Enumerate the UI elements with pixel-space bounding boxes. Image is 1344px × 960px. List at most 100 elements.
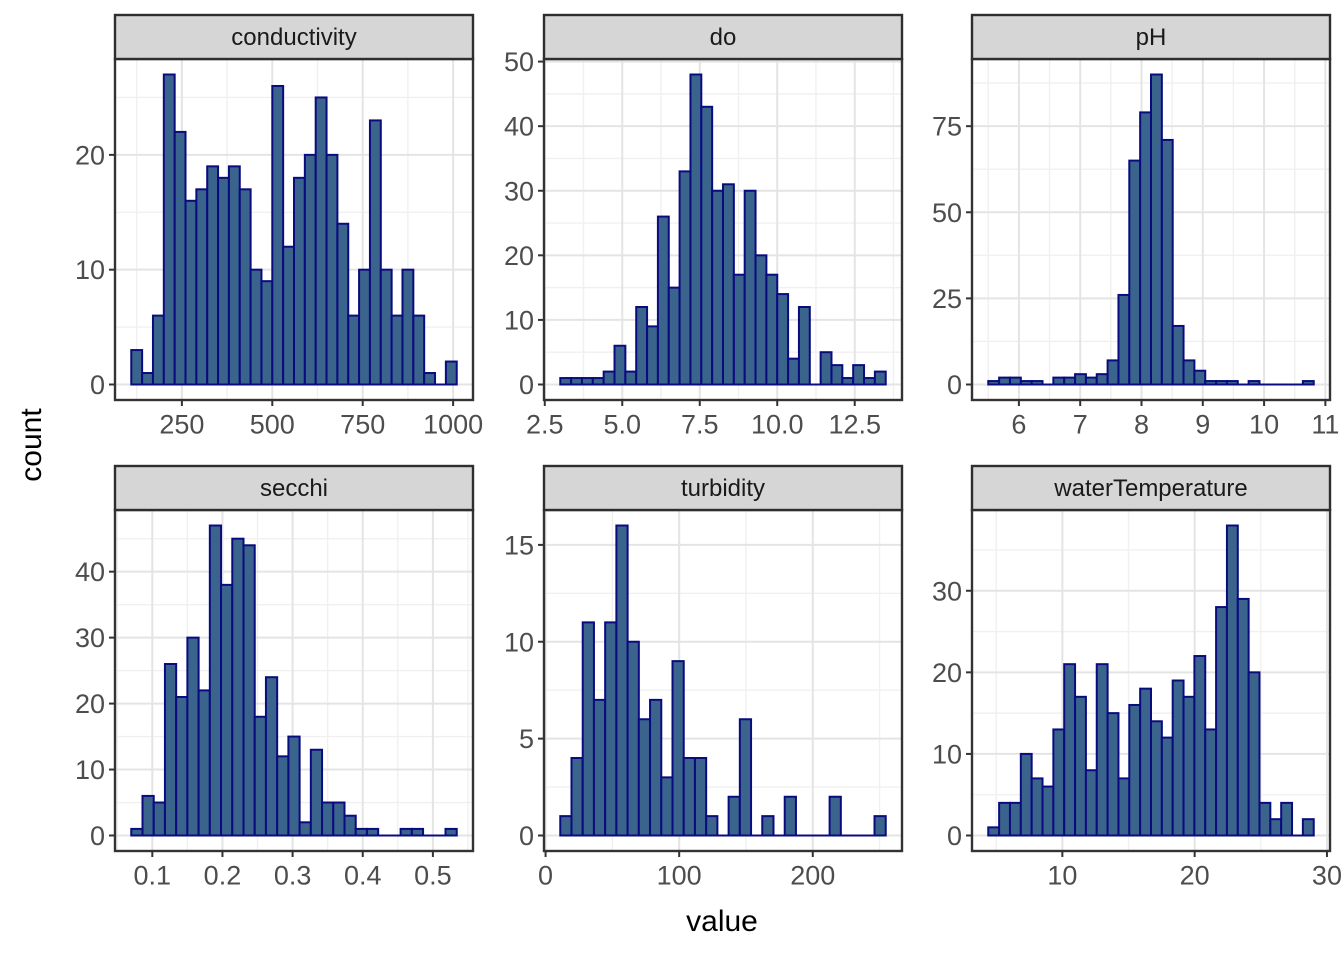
y-tick-label: 75	[932, 112, 962, 142]
histogram-bar	[765, 273, 779, 386]
histogram-bar	[738, 718, 753, 837]
histogram-bar	[1106, 712, 1120, 837]
histogram-bar	[1106, 359, 1120, 386]
histogram-bar	[1041, 785, 1055, 837]
histogram-bar	[671, 660, 685, 837]
y-tick-label: 10	[932, 739, 962, 769]
histogram-bar	[444, 360, 458, 386]
histogram-bar	[242, 544, 256, 837]
histogram-bar	[615, 524, 629, 837]
histogram-bar	[1171, 324, 1185, 386]
histogram-bar	[1225, 524, 1239, 837]
x-tick-label: 10	[1047, 861, 1077, 891]
x-tick-label: 12.5	[828, 410, 881, 440]
histogram-bar	[271, 84, 285, 386]
histogram-bar	[678, 170, 692, 386]
histogram-bar	[693, 757, 708, 837]
histogram-bar	[1160, 736, 1174, 837]
x-tick-label: 0.2	[204, 861, 242, 891]
y-tick-label: 10	[75, 755, 105, 785]
histogram-bar	[1258, 801, 1272, 837]
histogram-bar	[206, 165, 220, 386]
x-tick-label: 10	[1249, 410, 1279, 440]
histogram-bar	[1052, 728, 1066, 837]
x-tick-label: 7	[1073, 410, 1088, 440]
histogram-bar	[231, 537, 245, 837]
histogram-bar	[1150, 73, 1163, 386]
facet-strip	[970, 13, 1332, 61]
histogram-bar	[626, 640, 640, 837]
x-tick-label: 0.3	[274, 861, 312, 891]
histogram-bar	[1095, 373, 1109, 386]
histogram-bar	[705, 815, 719, 837]
histogram-bar	[776, 293, 790, 386]
histogram-bar	[141, 372, 154, 386]
histogram-bar	[1030, 777, 1044, 837]
histogram-bar	[819, 351, 833, 386]
histogram-bar	[852, 364, 866, 386]
histogram-bar	[208, 524, 223, 837]
y-tick-label: 0	[90, 821, 105, 851]
histogram-bar	[1236, 597, 1250, 837]
histogram-bar	[1019, 752, 1033, 837]
facet-strip-label: pH	[1136, 24, 1167, 51]
histogram-bar	[1008, 801, 1022, 837]
histogram-bar	[1084, 376, 1098, 386]
y-tick-label: 20	[75, 689, 105, 719]
histogram-bar	[1193, 369, 1207, 386]
histogram-bar	[197, 689, 211, 837]
histogram-bar	[358, 268, 371, 386]
histogram-bar	[1160, 138, 1174, 386]
x-tick-label: 30	[1312, 861, 1342, 891]
histogram-bar	[332, 801, 346, 837]
facet-strip-label: conductivity	[231, 24, 356, 51]
histogram-bar	[1128, 703, 1142, 837]
histogram-bar	[787, 357, 800, 386]
facet-conductivity-histogram: 250 500 750 1000 0 10 20 conductivity	[75, 13, 483, 440]
x-tick-label: 0	[538, 861, 553, 891]
x-tick-label: 0.5	[414, 861, 452, 891]
histogram-bar	[321, 801, 335, 837]
histogram-bar	[163, 663, 178, 837]
histogram-bar	[1117, 777, 1131, 837]
histogram-bar	[754, 254, 768, 386]
histogram-bar	[761, 815, 775, 837]
y-tick-label: 10	[504, 627, 534, 657]
histogram-bar	[1128, 159, 1142, 386]
y-tick-label: 50	[504, 47, 534, 77]
facet-strip-label: secchi	[260, 475, 328, 502]
y-tick-label: 30	[932, 576, 962, 606]
x-axis-title: value	[686, 905, 758, 938]
histogram-bar	[783, 795, 797, 837]
histogram-bar	[1052, 376, 1066, 386]
histogram-bar	[797, 306, 811, 386]
histogram-bar	[220, 583, 234, 837]
histogram-bar	[624, 370, 638, 386]
y-tick-label: 10	[504, 305, 534, 335]
y-tick-label: 40	[75, 557, 105, 587]
histogram-bar	[1084, 769, 1098, 837]
histogram-bar	[700, 105, 714, 386]
x-tick-label: 250	[159, 410, 204, 440]
histogram-bar	[276, 755, 290, 837]
histogram-bar	[379, 268, 393, 386]
y-tick-label: 0	[90, 370, 105, 400]
y-tick-label: 30	[75, 623, 105, 653]
histogram-bar	[1215, 606, 1228, 837]
x-tick-label: 500	[250, 410, 295, 440]
histogram-bar	[309, 748, 324, 837]
histogram-bar	[130, 349, 144, 386]
facet-pH-histogram: 6 7 8 9 10 11 0 25 50 75 pH	[932, 13, 1339, 440]
histogram-bar	[151, 314, 165, 386]
histogram-bar	[722, 183, 735, 386]
histogram-bar	[649, 698, 663, 837]
x-tick-label: 7.5	[681, 410, 719, 440]
facet-strip-label: turbidity	[681, 475, 765, 502]
histogram-bar	[1150, 720, 1163, 837]
histogram-bar	[613, 344, 627, 386]
histogram-bar	[173, 130, 187, 386]
x-tick-label: 1000	[423, 410, 483, 440]
y-tick-label: 5	[519, 724, 534, 754]
x-tick-label: 0.4	[344, 861, 382, 891]
histogram-bar	[570, 757, 584, 837]
